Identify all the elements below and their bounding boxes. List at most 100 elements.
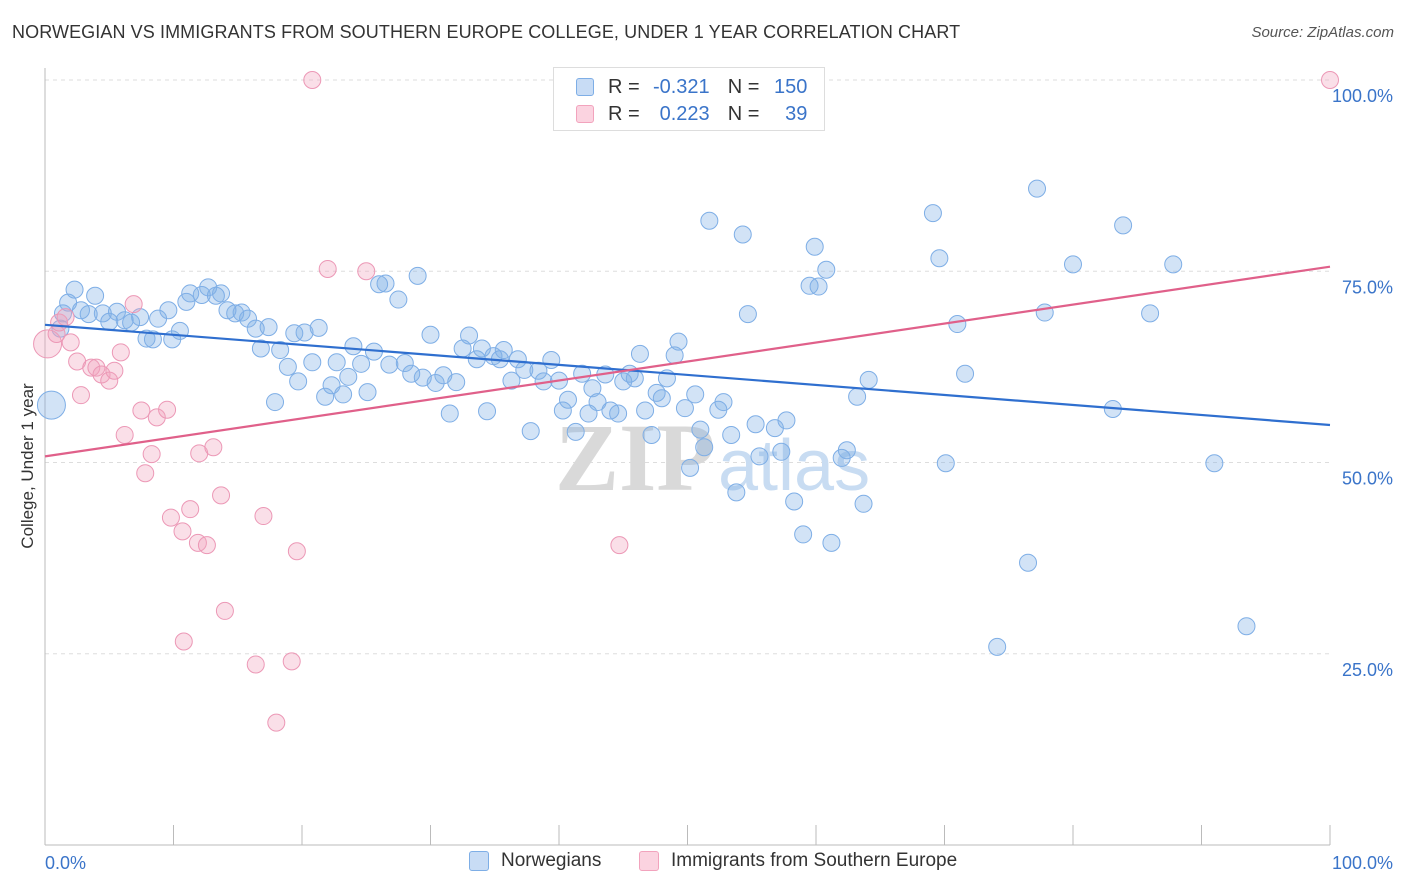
y-tick-label: 100.0% — [1332, 86, 1393, 106]
immigrant-point — [161, 508, 180, 527]
immigrant-point — [136, 464, 155, 483]
norwegian-point — [36, 390, 66, 420]
pink-swatch — [639, 851, 659, 871]
norwegian-point — [625, 369, 644, 388]
norwegian-point — [669, 332, 688, 351]
norwegian-point — [558, 390, 577, 409]
norwegian-point — [494, 341, 513, 360]
norwegian-point — [508, 350, 527, 369]
norwegian-point — [800, 276, 819, 295]
immigrant-point — [132, 401, 151, 420]
immigrant-point — [33, 329, 63, 359]
norwegian-point — [772, 442, 791, 461]
stats-legend: R = -0.321 N = 150 R = 0.223 N = 39 — [553, 67, 825, 131]
norwegian-point — [988, 637, 1007, 656]
norwegian-point — [143, 330, 162, 349]
immigrant-point — [181, 500, 200, 519]
norwegian-point — [1064, 255, 1082, 274]
norwegian-point — [339, 367, 358, 386]
norwegian-point — [65, 280, 84, 299]
norwegian-point — [738, 305, 757, 324]
norwegian-point — [722, 425, 741, 444]
r-value: 0.223 — [659, 102, 710, 125]
norwegian-point — [583, 379, 602, 398]
watermark-zip: ZIP — [555, 404, 715, 511]
stats-row-norwegians: R = -0.321 N = 150 — [576, 74, 807, 100]
series-legend: Norwegians Immigrants from Southern Euro… — [0, 850, 1406, 878]
immigrant-trend-line — [44, 265, 1331, 458]
immigrant-point — [204, 438, 223, 457]
norwegian-point — [440, 404, 459, 423]
norwegian-point — [344, 337, 363, 356]
norwegian-point — [447, 373, 466, 392]
immigrant-point — [254, 507, 273, 526]
legend-item-immigrants: Immigrants from Southern Europe — [639, 850, 957, 872]
norwegian-point — [1237, 617, 1256, 636]
norwegian-point — [700, 211, 719, 230]
norwegian-point — [675, 399, 694, 418]
immigrant-point — [610, 536, 629, 555]
x-tick-label: 0.0% — [45, 853, 86, 873]
norwegian-point — [1019, 553, 1038, 572]
norwegian-point — [239, 309, 258, 328]
source-label: Source: ZipAtlas.com — [1251, 24, 1394, 41]
norwegian-point — [956, 364, 975, 383]
norwegian-point — [137, 329, 156, 348]
norwegian-point — [259, 318, 278, 337]
norwegian-point — [647, 383, 666, 402]
norwegian-point — [691, 420, 710, 439]
immigrant-point — [212, 486, 231, 505]
norwegian-point — [159, 301, 178, 320]
norwegian-point — [181, 284, 200, 303]
norwegian-point — [777, 411, 796, 430]
norwegian-point — [609, 404, 628, 423]
r-label: R = — [608, 75, 640, 98]
immigrant-point — [142, 445, 161, 464]
norwegian-point — [266, 393, 285, 412]
x-tick-label: 100.0% — [1332, 853, 1393, 873]
norwegian-point — [1035, 303, 1054, 322]
legend-label: Immigrants from Southern Europe — [671, 850, 958, 871]
norwegian-point — [630, 344, 649, 363]
norwegian-point — [923, 204, 942, 223]
norwegian-point — [652, 389, 671, 408]
norwegian-point — [750, 447, 769, 466]
n-value: 39 — [785, 102, 808, 125]
norwegian-point — [1028, 179, 1047, 198]
norwegian-point — [805, 237, 824, 256]
immigrant-point — [197, 536, 216, 555]
norwegian-point — [246, 319, 265, 338]
norwegian-point — [681, 458, 700, 477]
grid-lines — [45, 79, 1330, 655]
legend-item-norwegians: Norwegians — [469, 850, 601, 872]
norwegian-point — [686, 385, 705, 404]
norwegian-point — [746, 415, 765, 434]
norwegian-point — [936, 454, 955, 473]
norwegian-point — [251, 339, 270, 358]
immigrant-point — [115, 425, 134, 444]
y-tick-label: 25.0% — [1342, 660, 1393, 680]
n-label: N = — [727, 75, 760, 98]
norwegian-point — [352, 354, 371, 373]
immigrant-point — [56, 308, 75, 327]
norwegian-point — [327, 353, 346, 372]
norwegian-point — [389, 290, 408, 309]
legend-label: Norwegians — [501, 850, 602, 871]
norwegian-point — [809, 277, 828, 296]
norwegian-point — [309, 318, 328, 337]
norwegian-point — [521, 422, 540, 441]
norwegian-point — [822, 533, 841, 552]
tick-labels: 100.0% 75.0% 50.0% 25.0% 0.0% 100.0% — [45, 86, 1393, 873]
trend-lines — [44, 265, 1331, 458]
immigrant-point — [357, 262, 376, 281]
immigrant-point — [71, 386, 90, 405]
norwegian-point — [192, 285, 211, 304]
r-value: -0.321 — [652, 75, 710, 98]
norwegian-point — [1141, 304, 1160, 323]
norwegian-point — [714, 393, 733, 412]
y-tick-label: 50.0% — [1342, 469, 1393, 489]
norwegian-point — [295, 323, 314, 342]
norwegian-point — [376, 274, 395, 293]
immigrant-point — [82, 358, 101, 377]
